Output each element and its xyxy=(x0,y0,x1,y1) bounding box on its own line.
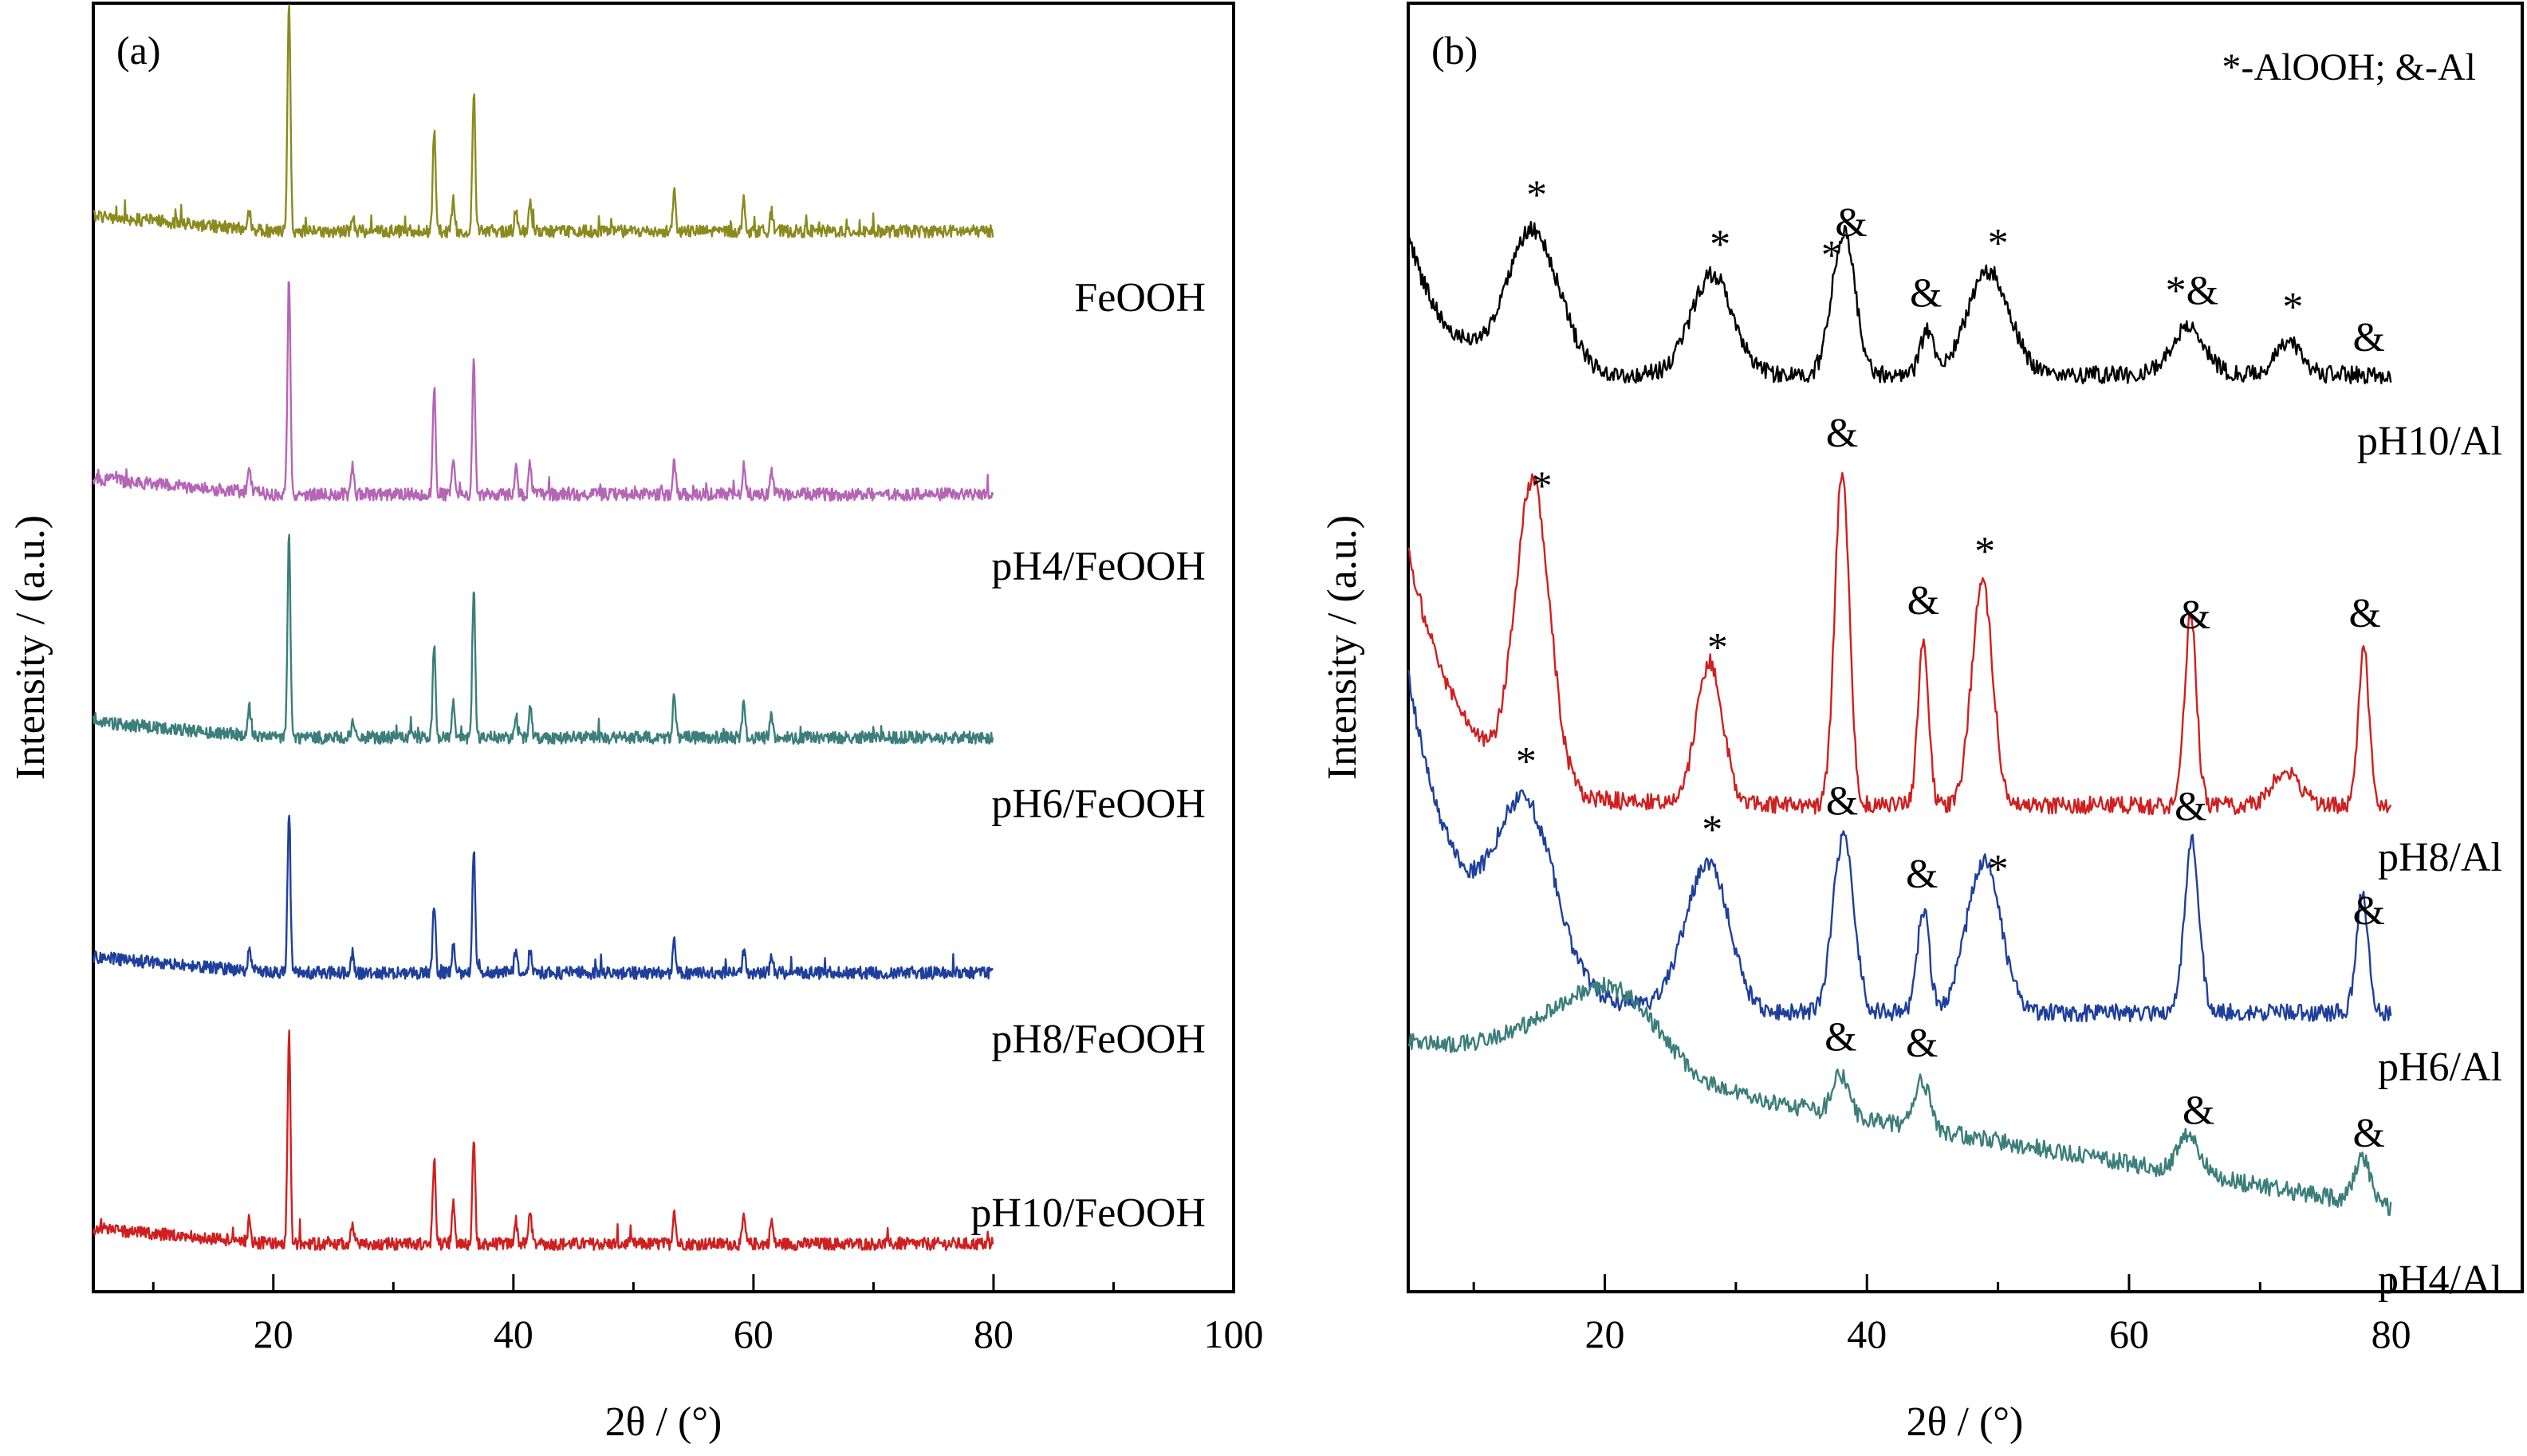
trace-ph4-feooh xyxy=(92,281,994,502)
series-label-ph4-al: pH4/Al xyxy=(2378,1257,2502,1303)
panel-b-frame xyxy=(1407,2,2524,1293)
peak-marker-al: & xyxy=(1824,1014,1856,1060)
peak-marker-alooh: * xyxy=(1516,739,1537,785)
trace-feooh xyxy=(92,4,994,238)
trace-ph4-al xyxy=(1407,976,2392,1217)
peak-marker-al: & xyxy=(1826,778,1858,824)
peak-marker-alooh: * xyxy=(1988,847,2009,892)
series-label-ph8-feooh: pH8/FeOOH xyxy=(991,1017,1206,1062)
peak-marker-al: & xyxy=(2352,888,2384,934)
panel-b-y-axis-title: Intensity / (a.u.) xyxy=(1320,515,1365,780)
trace-ph10-al xyxy=(1407,221,2392,384)
panel-a-label: (a) xyxy=(116,28,161,73)
series-label-feooh: FeOOH xyxy=(1074,275,1206,321)
panel-a-x-tick-label: 40 xyxy=(494,1312,533,1356)
peak-marker-al: & xyxy=(2179,592,2210,638)
series-label-ph10-feooh: pH10/FeOOH xyxy=(970,1190,1206,1236)
peak-marker-al: & xyxy=(1906,1021,1938,1066)
peak-marker-al: & xyxy=(2183,1088,2214,1134)
panel-a-traces xyxy=(92,4,994,1252)
peak-marker-alooh: * xyxy=(1532,463,1553,509)
peak-marker-al: & xyxy=(1910,271,1942,317)
series-label-ph10-al: pH10/Al xyxy=(2357,419,2502,464)
panel-a-x-tick-label: 60 xyxy=(734,1312,773,1356)
panel-b-traces xyxy=(1407,221,2392,1217)
panel-a: 20 40 60 80 100 (a) FeOOH pH4/FeOOH pH6/FeOO… xyxy=(8,2,1264,1445)
peak-marker-alooh: * xyxy=(1707,625,1728,671)
peak-marker-alooh-al: *& xyxy=(2166,269,2218,314)
panel-b: 20 40 60 80 ** &*&**& *&*&*&*& &*&*& *&&& && & (b… xyxy=(1320,2,2524,1445)
peak-marker-alooh: * xyxy=(1821,233,1842,278)
peak-marker-alooh: * xyxy=(1702,807,1722,852)
panel-b-x-axis-title: 2θ / (°) xyxy=(1907,1399,2024,1445)
panel-b-x-ticks: 20 40 60 80 xyxy=(1472,1274,2524,1356)
panel-b-legend: *-AlOOH; &-Al xyxy=(2222,46,2476,89)
peak-marker-alooh: * xyxy=(1710,222,1730,267)
panel-a-x-axis-title: 2θ / (°) xyxy=(605,1399,722,1445)
panel-a-frame xyxy=(92,2,1235,1293)
panel-a-x-tick-label: 20 xyxy=(254,1312,293,1356)
peak-marker-alooh: * xyxy=(1974,529,1995,575)
peak-marker-al: & xyxy=(2349,591,2381,636)
panel-b-peak-markers: ** &*&**& *&*&*&*& &*&*& *&&& && & xyxy=(1516,172,2385,1156)
series-label-ph4-feooh: pH4/FeOOH xyxy=(991,544,1206,589)
panel-b-x-tick-label: 60 xyxy=(2109,1312,2149,1356)
trace-ph8-al xyxy=(1407,472,2392,816)
peak-marker-alooh: * xyxy=(1988,221,2009,266)
peak-marker-al: & xyxy=(1906,852,1938,897)
trace-ph6-feooh xyxy=(92,533,994,745)
panel-b-x-tick-label: 40 xyxy=(1847,1312,1887,1356)
series-label-ph8-al: pH8/Al xyxy=(2378,835,2502,880)
trace-ph8-feooh xyxy=(92,814,994,981)
panel-a-x-tick-label: 80 xyxy=(974,1312,1014,1356)
panel-b-x-tick-label: 80 xyxy=(2372,1312,2411,1356)
panel-a-x-tick-label: 100 xyxy=(1204,1312,1264,1356)
series-label-ph6-feooh: pH6/FeOOH xyxy=(991,781,1206,827)
panel-b-label: (b) xyxy=(1431,28,1478,73)
trace-ph6-al xyxy=(1407,669,2392,1023)
panel-a-y-axis-title: Intensity / (a.u.) xyxy=(8,515,53,780)
peak-marker-al: & xyxy=(2352,1111,2384,1156)
peak-marker-alooh: * xyxy=(2282,285,2303,330)
peak-marker-al: & xyxy=(2175,785,2206,830)
peak-marker-alooh: * xyxy=(1526,172,1547,218)
peak-marker-al: & xyxy=(1835,200,1867,246)
panel-a-x-ticks: 20 40 60 80 100 xyxy=(152,1274,1264,1356)
peak-marker-al: & xyxy=(1826,411,1858,456)
panel-b-x-tick-label: 20 xyxy=(1585,1312,1625,1356)
trace-ph10-feooh xyxy=(92,1029,994,1252)
series-label-ph6-al: pH6/Al xyxy=(2378,1045,2502,1090)
peak-marker-al: & xyxy=(1907,578,1939,624)
peak-marker-al: & xyxy=(2352,315,2384,360)
